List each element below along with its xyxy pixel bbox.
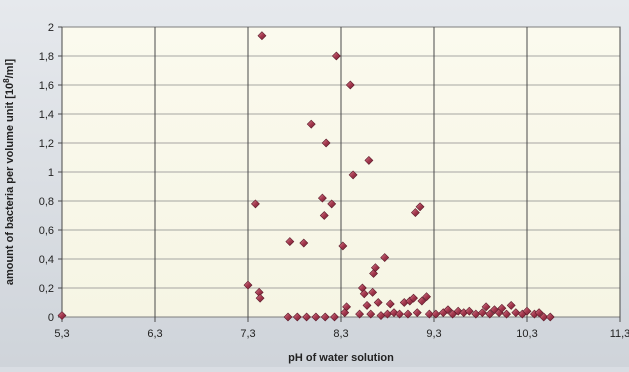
x-tick-label: 10,3	[516, 328, 537, 340]
data-point	[431, 309, 441, 319]
data-point	[338, 241, 348, 251]
data-point	[366, 309, 376, 319]
y-tick-label: 0	[48, 312, 54, 324]
data-point	[395, 309, 405, 319]
data-point	[355, 309, 365, 319]
x-tick-label: 9,3	[426, 328, 441, 340]
data-point	[364, 155, 374, 165]
data-point	[327, 199, 337, 209]
data-point	[317, 193, 327, 203]
data-point	[410, 208, 420, 218]
y-axis-label: amount of bacteria per volume unit [108/…	[2, 58, 16, 285]
data-point	[448, 309, 458, 319]
y-tick-label: 2	[48, 22, 54, 34]
data-point	[251, 199, 260, 209]
y-axis-ticks: 0 0,2 0,4 0,6 0,8 1 1,2 1,4 1,6 1,8 2	[39, 22, 62, 324]
data-point	[292, 312, 302, 322]
x-tick-label: 7,3	[240, 328, 255, 340]
x-tick-label: 11,3	[610, 328, 629, 340]
y-tick-label: 0,8	[39, 196, 54, 208]
data-point	[522, 306, 532, 316]
data-point	[285, 237, 295, 247]
data-point	[380, 253, 390, 262]
y-tick-label: 0,2	[39, 283, 54, 295]
y-tick-label: 1,8	[39, 51, 54, 63]
data-point	[485, 309, 495, 319]
data-point	[385, 299, 395, 309]
data-point	[359, 289, 369, 299]
data-point	[299, 238, 309, 248]
data-point	[422, 292, 431, 302]
data-point	[243, 280, 253, 290]
data-point	[497, 303, 507, 313]
x-tick-label: 8,3	[333, 328, 348, 340]
data-point	[424, 309, 434, 319]
data-points	[57, 31, 555, 322]
data-point	[331, 51, 341, 61]
data-point	[464, 306, 474, 316]
data-point	[502, 309, 511, 319]
data-point	[306, 119, 316, 129]
data-point	[534, 308, 544, 318]
data-point	[319, 211, 329, 220]
y-tick-label: 1	[48, 167, 54, 179]
y-tick-label: 1,4	[39, 109, 54, 121]
data-point	[368, 287, 378, 297]
data-point	[321, 138, 331, 148]
data-point	[362, 300, 372, 310]
data-point	[417, 296, 427, 306]
data-point	[545, 312, 555, 322]
data-point	[412, 308, 422, 318]
y-axis-label-superscript: 8	[2, 78, 11, 83]
data-point	[330, 312, 339, 322]
data-point	[403, 309, 413, 319]
data-point	[311, 312, 321, 322]
y-tick-label: 1,2	[39, 138, 54, 150]
data-point	[320, 312, 330, 322]
data-point	[373, 298, 383, 307]
y-axis-label-main: amount of bacteria per volume unit [10	[4, 83, 16, 285]
data-point	[370, 263, 380, 273]
data-point	[255, 293, 265, 303]
x-tick-label: 5,3	[54, 328, 69, 340]
data-point	[477, 308, 487, 318]
data-point	[481, 302, 491, 312]
data-point	[348, 170, 358, 180]
data-point	[345, 80, 355, 90]
data-point	[506, 300, 516, 310]
x-tick-label: 6,3	[147, 328, 162, 340]
data-point	[302, 312, 312, 322]
y-tick-label: 1,6	[39, 80, 54, 92]
y-tick-label: 0,4	[39, 254, 54, 266]
data-point	[443, 305, 453, 315]
data-point	[342, 302, 352, 312]
data-point	[539, 312, 549, 322]
data-point	[57, 311, 67, 320]
y-tick-label: 0,6	[39, 225, 54, 237]
data-point	[415, 202, 425, 212]
data-point	[257, 31, 267, 41]
data-point	[409, 293, 418, 303]
data-point	[511, 308, 521, 318]
data-point	[283, 312, 293, 322]
y-axis-label-end: /ml]	[4, 58, 16, 78]
x-axis-label: pH of water solution	[288, 352, 394, 364]
